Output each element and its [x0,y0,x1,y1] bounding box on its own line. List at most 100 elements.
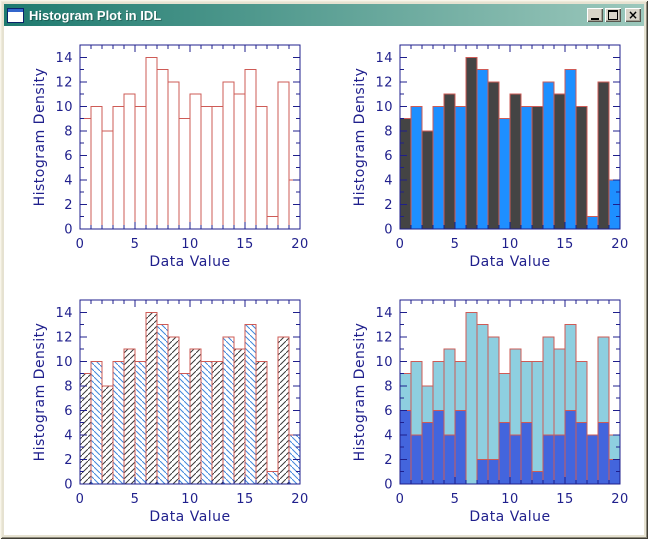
histogram-bar [211,360,224,485]
histogram-bar [476,458,489,485]
histogram-bar [487,458,500,485]
histogram-bar [498,118,511,230]
y-tick-label: 6 [384,149,393,164]
histogram-hatched-plot: 0 5 10 15 20 0 2 4 6 8 10 12 14 Data Value Histogram D… [4,281,324,535]
histogram-bar [255,105,268,230]
histogram-bar [498,422,511,485]
histogram-bar [123,348,136,485]
y-tick-label: 12 [375,330,393,345]
histogram-bar [509,434,522,485]
histogram-bar [167,336,180,485]
histogram-bar [564,69,577,230]
y-tick-label: 14 [55,51,73,66]
window-controls: × [587,8,641,22]
y-tick-label: 12 [375,75,393,90]
y-axis-label: Histogram Density [352,323,368,462]
histogram-bar [101,130,114,230]
axes: 0 5 10 15 20 0 2 4 6 8 10 12 14 Data Value Histogram D… [352,299,629,525]
histogram-bar [79,118,92,230]
histogram-svg-bottom-left: 0 5 10 15 20 0 2 4 6 8 10 12 14 Data Value Histogram D… [32,299,309,525]
minimize-button[interactable] [587,8,603,22]
histogram-bar [443,93,456,230]
x-axis-label: Data Value [149,509,230,525]
histogram-bar [200,105,213,230]
window-icon[interactable] [7,7,24,23]
x-tick-label: 10 [501,492,519,507]
histogram-bar [266,471,279,485]
x-tick-label: 20 [611,492,629,507]
histogram-bar [222,336,235,485]
histogram-bar [112,360,125,485]
histogram-bar [200,360,213,485]
histogram-bar [178,373,191,485]
y-tick-label: 4 [64,173,73,188]
x-tick-label: 5 [131,492,140,507]
histogram-overlay-plot: 0 5 10 15 20 0 2 4 6 8 10 12 14 Data Value Histogram D… [324,281,644,535]
histogram-bar [410,434,423,485]
titlebar[interactable]: Histogram Plot in IDL × [4,4,644,26]
y-axis-label: Histogram Density [32,323,48,462]
x-axis-label: Data Value [149,254,230,270]
maximize-button[interactable] [605,8,621,22]
histogram-bar [476,69,489,230]
y-tick-label: 2 [384,198,393,213]
histogram-bar [189,93,202,230]
x-tick-label: 20 [291,492,309,507]
y-tick-label: 0 [384,223,393,238]
y-tick-label: 12 [55,330,73,345]
histogram-bar [432,409,445,485]
histogram-bar [487,81,500,230]
x-tick-label: 0 [396,492,405,507]
x-tick-label: 15 [556,492,574,507]
histogram-bar [134,105,147,230]
histogram-bar [509,93,522,230]
histogram-bar [211,105,224,230]
window-title: Histogram Plot in IDL [29,7,162,23]
y-tick-label: 0 [64,478,73,493]
x-tick-label: 5 [131,237,140,252]
histogram-bar [597,422,610,485]
close-icon: × [627,8,639,22]
x-tick-label: 15 [236,492,254,507]
y-tick-label: 2 [64,453,73,468]
y-tick-label: 8 [64,379,73,394]
x-tick-label: 0 [76,237,85,252]
histogram-bar [134,360,147,485]
y-tick-label: 10 [55,355,73,370]
y-tick-label: 14 [55,306,73,321]
histogram-svg-top-right: 0 5 10 15 20 0 2 4 6 8 10 12 14 Data Value Histogram D… [352,44,628,270]
histogram-bar [244,69,257,230]
histogram-bar [233,93,246,230]
maximize-icon [608,10,618,20]
histogram-outline-plot: 0 5 10 15 20 0 2 4 6 8 10 12 14 Data Value Histogram D… [4,26,324,280]
x-tick-label: 15 [236,237,254,252]
y-tick-label: 10 [375,100,393,115]
y-tick-label: 6 [384,404,393,419]
histogram-bar [421,130,434,230]
x-tick-label: 0 [76,492,85,507]
histogram-bar [101,385,114,485]
x-tick-label: 5 [451,237,460,252]
histogram-bar [586,434,599,485]
axes: 0 5 10 15 20 0 2 4 6 8 10 12 14 Data Value Histogram D… [32,44,308,270]
close-button[interactable]: × [625,8,641,22]
histogram-bar [222,81,235,230]
histogram-bar [465,56,478,230]
histogram-bar [156,324,169,485]
histogram-bar [564,409,577,485]
histogram-bar [542,81,555,230]
histogram-bar [553,93,566,230]
histogram-bar [277,81,290,230]
histogram-bar [244,324,257,485]
histogram-bar [90,105,103,230]
histogram-bar [542,434,555,485]
y-tick-label: 10 [55,100,73,115]
y-tick-label: 8 [64,124,73,139]
histogram-bar [586,216,599,230]
histogram-bar [178,118,191,230]
y-tick-label: 8 [384,124,393,139]
histogram-bar [255,360,268,485]
y-tick-label: 14 [375,51,393,66]
bars [79,56,301,230]
